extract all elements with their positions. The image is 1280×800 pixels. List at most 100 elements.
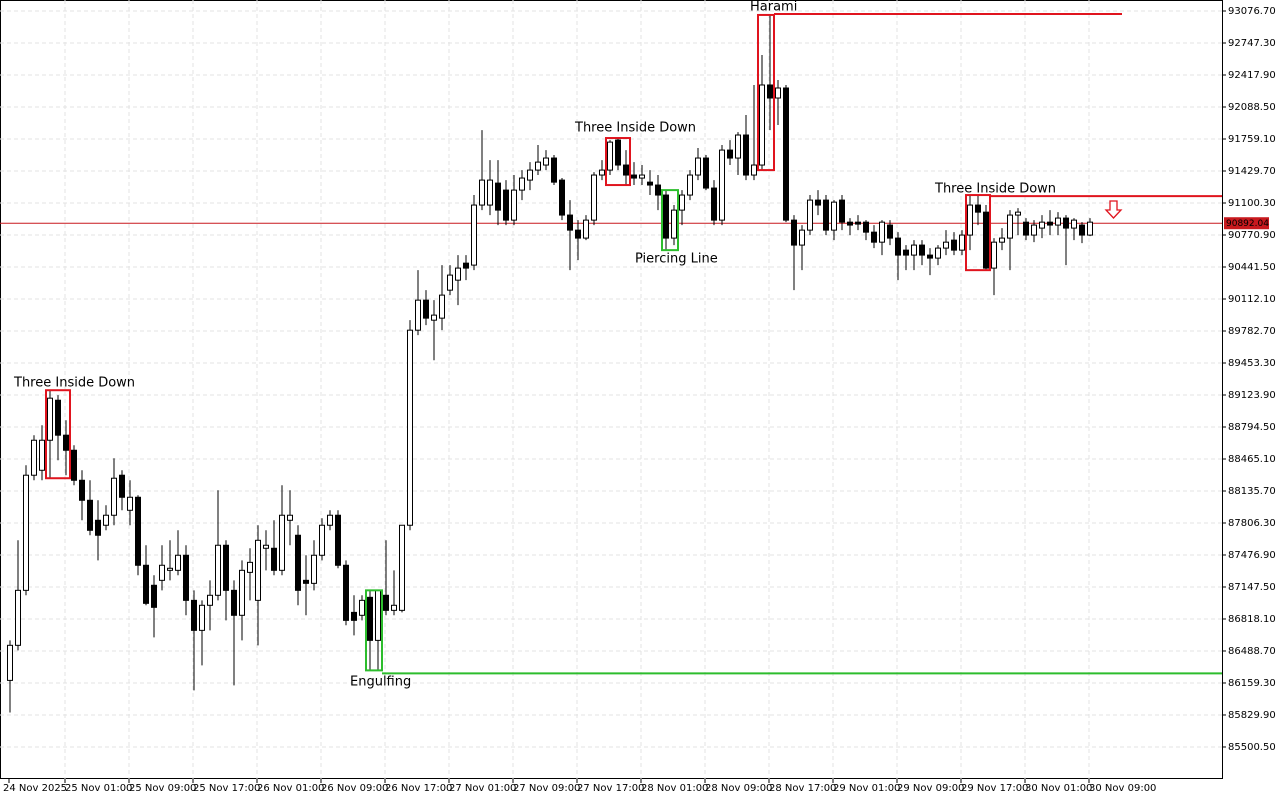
candle-body: [415, 299, 421, 331]
last-price-box: [1224, 217, 1269, 230]
candle-body: [543, 157, 549, 166]
candle-body: [191, 599, 197, 631]
y-tick-label: 87806.30: [1228, 518, 1276, 529]
pattern-label: Piercing Line: [635, 252, 718, 267]
candle-body: [503, 189, 509, 221]
x-tick-label: 26 Nov 01:00: [257, 783, 324, 794]
y-tick-label: 89782.70: [1228, 326, 1276, 337]
candle-body: [375, 589, 381, 641]
y-tick-label: 88794.50: [1228, 422, 1276, 433]
x-tick-label: 29 Nov 01:00: [833, 783, 900, 794]
candle-body: [711, 187, 717, 221]
candle-body: [951, 239, 957, 251]
pattern-label: Three Inside Down: [13, 376, 135, 391]
candle-body: [175, 554, 181, 571]
candle-body: [551, 157, 557, 183]
candle-body: [487, 179, 493, 206]
candle-body: [287, 514, 293, 521]
candle-body: [1055, 217, 1061, 226]
candle-body: [887, 224, 893, 239]
candle-body: [807, 199, 813, 231]
candle-body: [903, 249, 909, 256]
candle-body: [119, 474, 125, 498]
candle-body: [967, 204, 973, 236]
candle-body: [591, 174, 597, 221]
candle-body: [127, 496, 133, 511]
candle-body: [55, 399, 61, 436]
y-tick-label: 90112.10: [1228, 294, 1276, 305]
candle-body: [927, 254, 933, 259]
y-tick-label: 85829.90: [1228, 710, 1276, 721]
candle-body: [1015, 211, 1021, 216]
candle-body: [239, 569, 245, 616]
plot-frame: [0, 0, 1223, 779]
pattern-label: Three Inside Down: [934, 182, 1056, 197]
candle-body: [519, 177, 525, 191]
candle-body: [63, 434, 69, 451]
candle-body: [743, 134, 749, 176]
candle-body: [71, 449, 77, 481]
candle-body: [535, 161, 541, 171]
candle-body: [559, 179, 565, 216]
candle-body: [879, 221, 885, 243]
candle-body: [999, 237, 1005, 243]
candle-body: [703, 157, 709, 189]
candle-body: [695, 157, 701, 176]
candle-body: [47, 397, 53, 441]
x-tick-label: 27 Nov 01:00: [449, 783, 516, 794]
candle-body: [495, 182, 501, 211]
candle-body: [207, 594, 213, 606]
candle-body: [847, 221, 853, 226]
pattern-box: [45, 389, 71, 480]
candle-body: [671, 209, 677, 239]
candle-body: [359, 599, 365, 616]
y-tick-label: 91429.70: [1228, 166, 1276, 177]
candle-body: [255, 539, 261, 601]
x-tick-label: 29 Nov 17:00: [961, 783, 1028, 794]
candle-body: [791, 219, 797, 246]
y-tick-label: 85500.50: [1228, 742, 1276, 753]
candle-body: [95, 519, 101, 536]
candle-body: [199, 604, 205, 631]
candle-body: [167, 567, 173, 571]
candle-body: [143, 564, 149, 604]
pattern-label: Harami: [750, 0, 797, 15]
candle-body: [575, 229, 581, 239]
candle-body: [367, 596, 373, 641]
candle-body: [471, 204, 477, 266]
x-tick-label: 29 Nov 09:00: [897, 783, 964, 794]
candle-body: [623, 164, 629, 176]
candle-body: [567, 214, 573, 231]
candle-body: [599, 169, 605, 176]
candle-body: [751, 164, 757, 176]
candle-body: [511, 189, 517, 221]
candle-body: [855, 221, 861, 225]
candle-body: [335, 514, 341, 566]
pattern-box: [661, 189, 679, 252]
candle-body: [943, 241, 949, 249]
candle-body: [1007, 214, 1013, 239]
candle-body: [39, 439, 45, 471]
x-tick-label: 26 Nov 09:00: [321, 783, 388, 794]
candle-body: [655, 184, 661, 196]
x-tick-label: 27 Nov 09:00: [513, 783, 580, 794]
candle-body: [407, 329, 413, 526]
x-tick-label: 27 Nov 17:00: [577, 783, 644, 794]
y-tick-label: 89123.90: [1228, 390, 1276, 401]
candle-body: [863, 221, 869, 233]
y-tick-label: 92088.50: [1228, 102, 1276, 113]
x-tick-label: 28 Nov 17:00: [769, 783, 836, 794]
candle-body: [183, 554, 189, 601]
candle-body: [23, 474, 29, 591]
candle-body: [759, 84, 765, 166]
candle-body: [583, 219, 589, 239]
candle-body: [775, 87, 781, 99]
y-tick-label: 89453.30: [1228, 358, 1276, 369]
candle-body: [383, 594, 389, 611]
y-tick-label: 91100.30: [1228, 198, 1276, 209]
candle-body: [423, 299, 429, 319]
pattern-label: Three Inside Down: [574, 121, 696, 136]
y-tick-label: 90441.50: [1228, 262, 1276, 273]
candle-body: [103, 514, 109, 526]
candle-body: [319, 524, 325, 556]
